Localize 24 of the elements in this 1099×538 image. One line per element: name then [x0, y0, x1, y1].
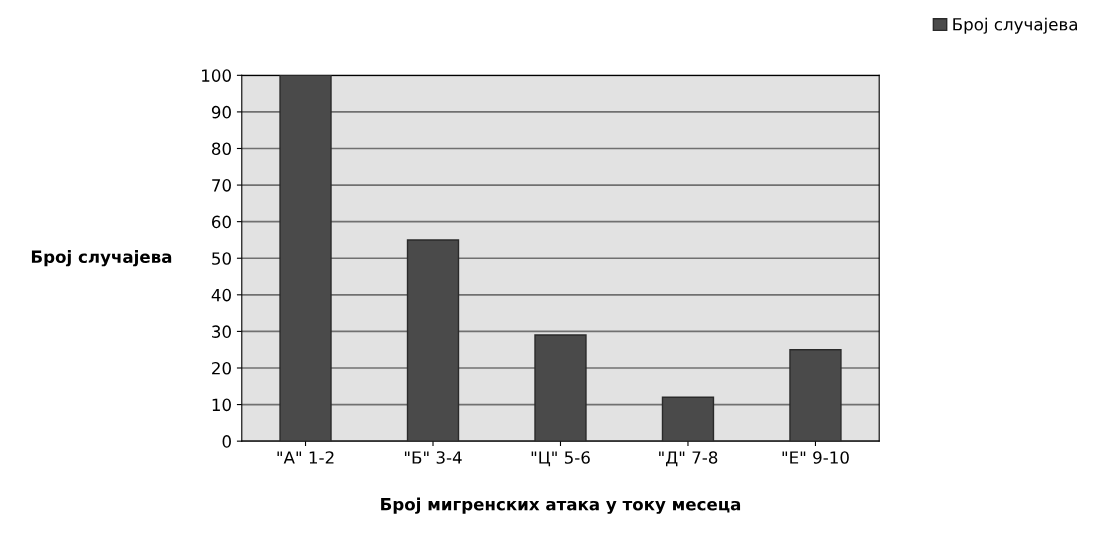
- bar: [534, 334, 587, 442]
- y-tick-label: 20: [212, 361, 231, 375]
- bar: [406, 239, 460, 442]
- x-tick-label: "Б" 3-4: [404, 451, 462, 464]
- y-tick-label: 90: [211, 105, 231, 119]
- x-tick-label: "Д" 7-8: [659, 451, 718, 467]
- bar: [279, 75, 332, 442]
- x-tick-label: "Е" 9-10: [782, 451, 849, 464]
- y-tick-label: 0: [222, 435, 231, 448]
- y-tick-label: 60: [212, 215, 231, 229]
- x-tick-label: "Ц" 5-6: [531, 451, 590, 467]
- y-tick-label: 80: [211, 142, 231, 156]
- y-tick-label: 70: [212, 179, 231, 192]
- x-axis-title: Број мигренских атака у току месеца: [381, 497, 741, 514]
- y-tick-label: 100: [202, 69, 231, 82]
- x-tick-label: "А" 1-2: [277, 451, 334, 464]
- y-tick-label: 40: [211, 288, 231, 302]
- bar: [789, 349, 842, 442]
- y-tick-label: 50: [212, 252, 231, 265]
- y-tick-label: 10: [212, 398, 231, 412]
- y-axis-title: Број случајева: [31, 250, 172, 267]
- legend-label: Број случајева: [953, 17, 1077, 34]
- y-tick-label: 30: [212, 325, 231, 338]
- bar: [661, 396, 715, 442]
